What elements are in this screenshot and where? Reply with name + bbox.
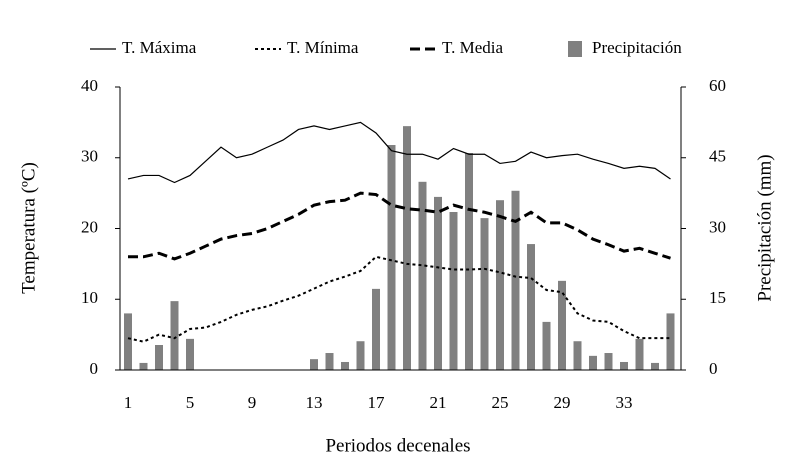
bar [496,200,504,370]
bar [604,353,613,370]
bar [465,153,473,370]
legend-label: T. Máxima [122,38,197,57]
bar [310,359,318,370]
bar [372,288,380,370]
bar [620,361,628,370]
bar [449,211,458,370]
y-tick-label: 20 [81,217,98,236]
bar [573,341,582,370]
bar [527,244,535,370]
y-tick-label: 40 [81,76,98,95]
bar [341,361,349,370]
bar [186,338,194,370]
bar [387,145,396,370]
x-tick-label: 5 [186,393,195,412]
x-tick-label: 29 [554,393,571,412]
x-tick-label: 21 [430,393,447,412]
bar [666,313,675,370]
y-tick-label: 10 [81,288,98,307]
line [127,255,671,343]
x-axis-label: Periodos decenales [325,435,470,456]
y2-tick-label: 45 [709,147,726,166]
bar [589,355,597,370]
bar [139,362,148,370]
bar [418,181,427,370]
bar [511,190,520,370]
line [128,191,671,261]
y-tick-label: 0 [90,359,99,378]
x-tick-label: 1 [124,393,133,412]
bar [356,341,365,370]
bar [170,301,179,370]
y-axis-label: Temperatura (ºC) [18,162,39,294]
bar [480,218,489,370]
bar [155,345,163,370]
legend-label: T. Media [442,38,504,57]
legend-label: T. Mínima [287,38,359,57]
y2-tick-label: 15 [709,288,726,307]
y2-tick-label: 0 [709,359,718,378]
bar [542,321,551,370]
y-tick-label: 30 [81,147,98,166]
y2-tick-label: 30 [709,217,726,236]
y2-tick-label: 60 [709,76,726,95]
bar [124,313,132,370]
bar [403,126,411,370]
bar [325,353,334,370]
bar [558,280,566,370]
legend-swatch [568,41,582,57]
legend-label: Precipitación [592,38,682,57]
x-tick-label: 9 [248,393,257,412]
x-tick-label: 33 [616,393,633,412]
x-tick-label: 13 [306,393,323,412]
x-tick-label: 17 [368,393,386,412]
bar [651,362,659,370]
y2-axis-label: Precipitación (mm) [754,154,775,301]
line [127,121,671,184]
x-tick-label: 25 [492,393,509,412]
bar [635,338,644,370]
bar [434,196,442,370]
